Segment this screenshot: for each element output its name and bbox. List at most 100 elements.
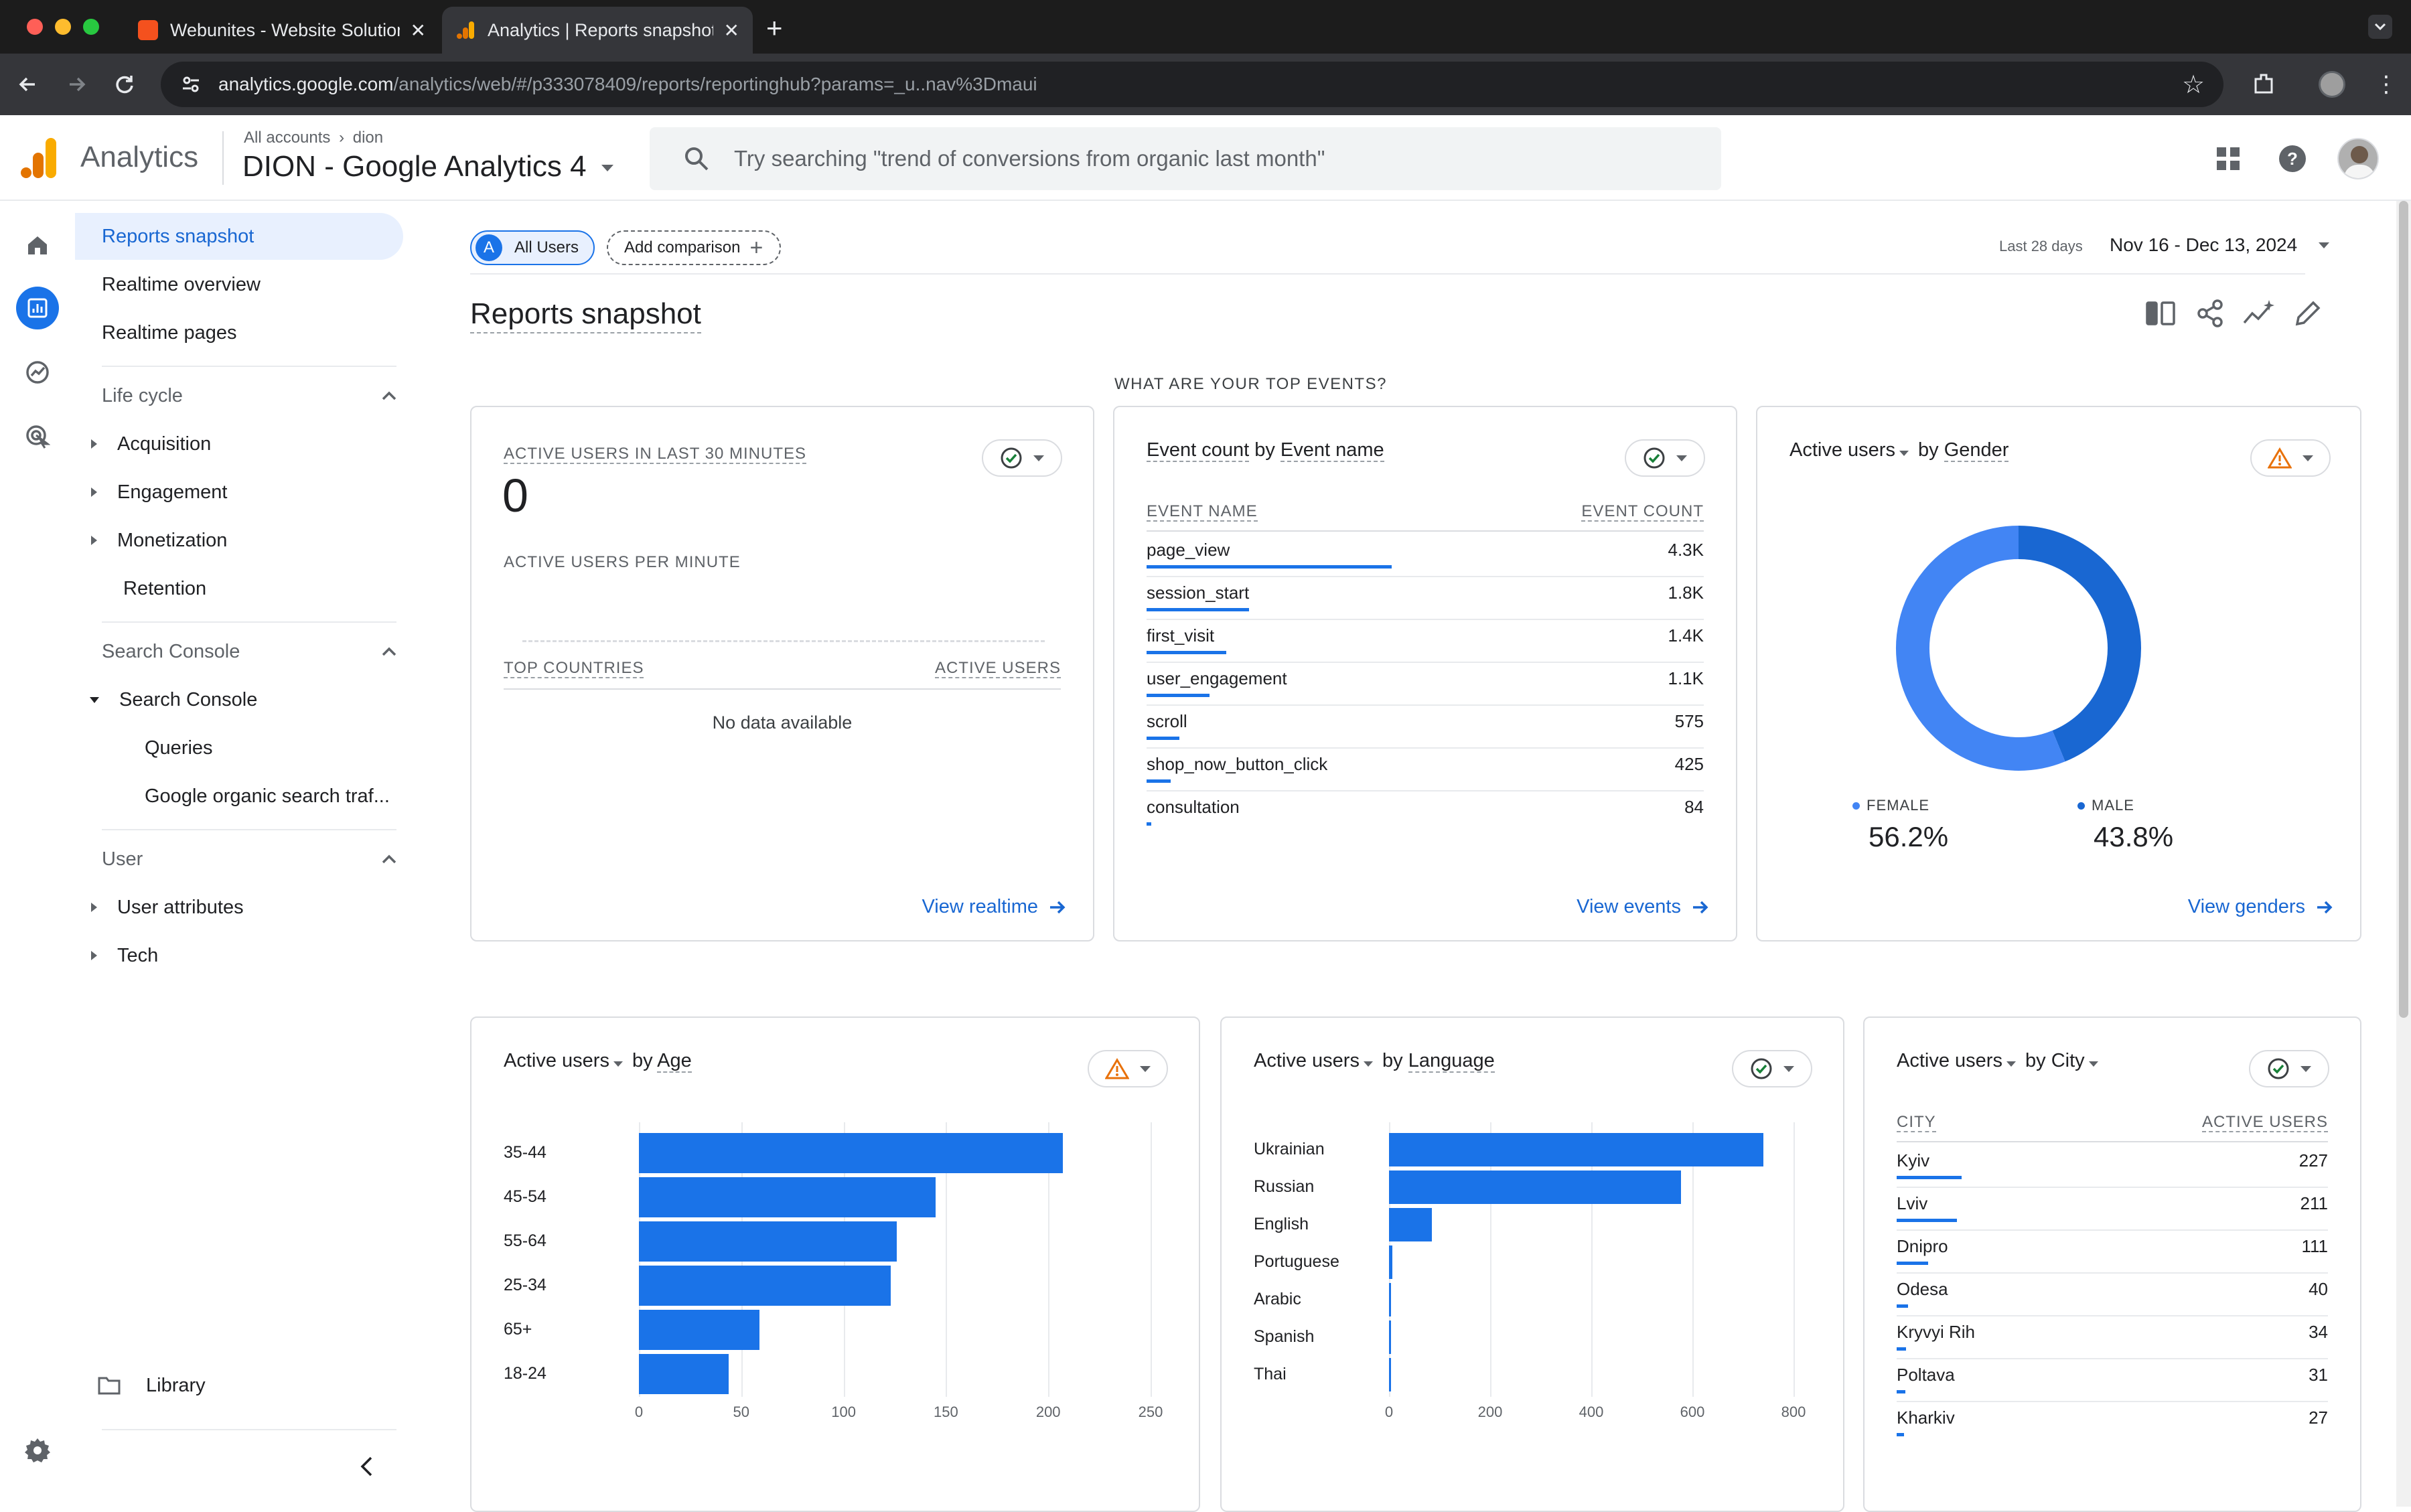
row-label: scroll <box>1147 711 1187 731</box>
back-button[interactable] <box>16 72 40 96</box>
new-tab-button[interactable]: + <box>766 12 783 44</box>
segment-chip-all-users[interactable]: A All Users <box>470 230 595 265</box>
bar[interactable] <box>1389 1320 1391 1354</box>
bar[interactable] <box>1389 1133 1763 1166</box>
maximize-window-button[interactable] <box>83 19 99 35</box>
table-row[interactable]: Kryvyi Rih 34 <box>1897 1316 2328 1359</box>
header-divider <box>222 131 224 185</box>
site-settings-icon[interactable] <box>181 74 201 94</box>
ga-header: Analytics All accounts › dion DION - Goo… <box>0 115 2411 201</box>
nav-search-console-group[interactable]: Search Console <box>75 676 257 723</box>
table-row[interactable]: user_engagement 1.1K <box>1147 663 1704 706</box>
gender-status-badge[interactable] <box>2250 439 2331 477</box>
table-row[interactable]: Kyiv 227 <box>1897 1145 2328 1188</box>
row-bar <box>1897 1433 1905 1436</box>
nav-engagement[interactable]: Engagement <box>75 469 227 516</box>
share-icon[interactable] <box>2195 299 2225 328</box>
view-genders-link[interactable]: View genders <box>2188 896 2335 918</box>
bar[interactable] <box>639 1133 1063 1173</box>
table-row[interactable]: first_visit 1.4K <box>1147 620 1704 663</box>
nav-section-search-console[interactable]: Search Console <box>102 628 396 675</box>
search-input[interactable]: Try searching "trend of conversions from… <box>650 127 1721 190</box>
insights-icon[interactable] <box>2242 299 2276 328</box>
account-avatar[interactable] <box>2337 138 2379 179</box>
nav-section-user[interactable]: User <box>102 836 396 883</box>
donut-slice-male[interactable] <box>2018 526 2141 762</box>
collapse-nav-icon[interactable] <box>359 1456 374 1477</box>
city-status-badge[interactable] <box>2249 1050 2329 1087</box>
events-status-badge[interactable] <box>1625 439 1705 477</box>
nav-user-attributes[interactable]: User attributes <box>75 884 244 931</box>
page-scrollbar[interactable] <box>2396 201 2411 1507</box>
help-icon[interactable]: ? <box>2278 145 2307 173</box>
home-nav-button[interactable] <box>16 224 59 267</box>
bar[interactable] <box>639 1221 897 1262</box>
browser-tab-analytics[interactable]: Analytics | Reports snapshot ✕ <box>442 7 753 54</box>
forward-button[interactable] <box>64 72 88 96</box>
add-comparison-button[interactable]: Add comparison + <box>607 230 781 265</box>
admin-settings-button[interactable] <box>16 1429 59 1472</box>
property-selector[interactable]: DION - Google Analytics 4 <box>242 150 613 183</box>
table-row[interactable]: Lviv 211 <box>1897 1188 2328 1231</box>
minimize-window-button[interactable] <box>55 19 71 35</box>
browser-tab-webunites[interactable]: Webunites - Website Solutions ✕ <box>125 7 439 54</box>
bar[interactable] <box>639 1354 729 1394</box>
nav-queries[interactable]: Queries <box>145 737 213 759</box>
breadcrumb[interactable]: All accounts › dion <box>244 129 384 147</box>
nav-retention[interactable]: Retention <box>123 577 207 599</box>
close-tab-icon[interactable]: ✕ <box>410 19 426 41</box>
table-row[interactable]: Dnipro 111 <box>1897 1231 2328 1274</box>
tab-search-button[interactable] <box>2368 15 2392 39</box>
reload-button[interactable] <box>113 72 137 96</box>
table-row[interactable]: shop_now_button_click 425 <box>1147 749 1704 791</box>
nav-realtime-overview[interactable]: Realtime overview <box>102 273 261 295</box>
nav-reports-snapshot[interactable]: Reports snapshot <box>75 213 403 260</box>
edit-pencil-icon[interactable] <box>2293 299 2323 328</box>
bookmark-star-icon[interactable]: ☆ <box>2182 71 2205 99</box>
view-realtime-link[interactable]: View realtime <box>922 896 1068 918</box>
apps-grid-icon[interactable] <box>2215 146 2241 171</box>
gender-donut-chart <box>1896 526 2141 771</box>
nav-acquisition[interactable]: Acquisition <box>75 421 211 467</box>
close-window-button[interactable] <box>27 19 43 35</box>
bar[interactable] <box>1389 1208 1433 1241</box>
table-row[interactable]: page_view 4.3K <box>1147 534 1704 577</box>
realtime-status-badge[interactable] <box>982 439 1062 477</box>
language-status-badge[interactable] <box>1732 1050 1812 1087</box>
compare-icon[interactable] <box>2146 300 2175 327</box>
nav-library[interactable]: Library <box>75 1362 206 1409</box>
bar[interactable] <box>1389 1245 1392 1279</box>
bar[interactable] <box>639 1310 760 1350</box>
nav-section-lifecycle[interactable]: Life cycle <box>102 372 396 419</box>
url-bar[interactable]: analytics.google.com/analytics/web/#/p33… <box>161 62 2223 107</box>
extensions-icon[interactable] <box>2252 71 2277 96</box>
browser-menu-icon[interactable]: ⋮ <box>2375 72 2398 97</box>
table-row[interactable]: Poltava 31 <box>1897 1359 2328 1402</box>
nav-monetization[interactable]: Monetization <box>75 517 227 564</box>
bar[interactable] <box>1389 1283 1391 1316</box>
nav-tech[interactable]: Tech <box>75 932 158 979</box>
table-row[interactable]: consultation 84 <box>1147 791 1704 834</box>
bar[interactable] <box>639 1266 891 1306</box>
age-status-badge[interactable] <box>1088 1050 1168 1087</box>
y-category-label: 45-54 <box>504 1187 546 1206</box>
table-row[interactable]: session_start 1.8K <box>1147 577 1704 620</box>
bar[interactable] <box>1389 1170 1681 1204</box>
reports-nav-button[interactable] <box>16 287 59 329</box>
view-events-link[interactable]: View events <box>1577 896 1710 918</box>
bar[interactable] <box>639 1177 936 1217</box>
bar[interactable] <box>1389 1358 1391 1391</box>
date-range-picker[interactable]: Nov 16 - Dec 13, 2024 <box>2110 234 2330 256</box>
analytics-logo-icon[interactable] <box>20 137 58 179</box>
table-row[interactable]: Kharkiv 27 <box>1897 1402 2328 1445</box>
nav-google-organic-search[interactable]: Google organic search traf... <box>145 785 390 807</box>
donut-slice-female[interactable] <box>1896 526 2065 771</box>
nav-realtime-pages[interactable]: Realtime pages <box>102 321 237 344</box>
table-row[interactable]: Odesa 40 <box>1897 1274 2328 1316</box>
scrollbar-thumb[interactable] <box>2399 201 2408 1018</box>
profile-avatar[interactable] <box>2319 71 2345 98</box>
advertising-nav-button[interactable] <box>16 415 59 458</box>
close-tab-icon[interactable]: ✕ <box>723 19 739 41</box>
table-row[interactable]: scroll 575 <box>1147 706 1704 749</box>
explore-nav-button[interactable] <box>16 351 59 394</box>
